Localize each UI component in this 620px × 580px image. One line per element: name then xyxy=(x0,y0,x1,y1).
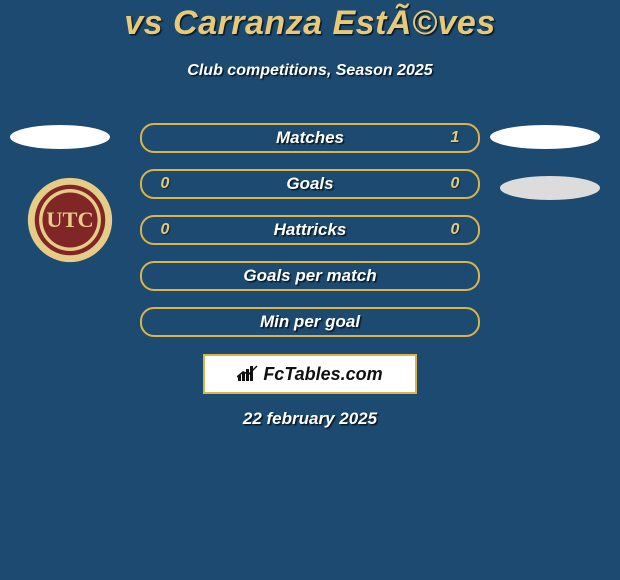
right-club-placeholder xyxy=(500,176,600,200)
right-player-name-placeholder xyxy=(490,125,600,149)
stat-row: Matches1 xyxy=(140,123,480,153)
comparison-card: vs Carranza EstÃ©ves Club competitions, … xyxy=(0,0,620,580)
stat-value-right: 0 xyxy=(438,221,472,239)
left-club-badge: UTC xyxy=(27,177,113,263)
stat-label: Matches xyxy=(142,128,478,148)
brand-text: FcTables.com xyxy=(263,364,382,385)
page-title: vs Carranza EstÃ©ves xyxy=(0,4,620,43)
stat-label: Min per goal xyxy=(142,312,478,332)
stat-label: Goals per match xyxy=(142,266,478,286)
stat-label: Hattricks xyxy=(142,220,478,240)
stat-row: 0Hattricks0 xyxy=(140,215,480,245)
stat-value-right: 1 xyxy=(438,129,472,147)
stat-row: Min per goal xyxy=(140,307,480,337)
stat-value-left: 0 xyxy=(148,221,182,239)
stat-value-right: 0 xyxy=(438,175,472,193)
brand-attribution[interactable]: FcTables.com xyxy=(203,354,417,394)
snapshot-date: 22 february 2025 xyxy=(0,409,620,429)
page-subtitle: Club competitions, Season 2025 xyxy=(0,62,620,80)
stat-row: Goals per match xyxy=(140,261,480,291)
bar-chart-icon xyxy=(237,365,259,383)
stat-row: 0Goals0 xyxy=(140,169,480,199)
club-crest-icon: UTC xyxy=(27,177,113,263)
stat-value-left: 0 xyxy=(148,175,182,193)
svg-text:UTC: UTC xyxy=(46,207,93,232)
stat-label: Goals xyxy=(142,174,478,194)
left-player-name-placeholder xyxy=(10,125,110,149)
